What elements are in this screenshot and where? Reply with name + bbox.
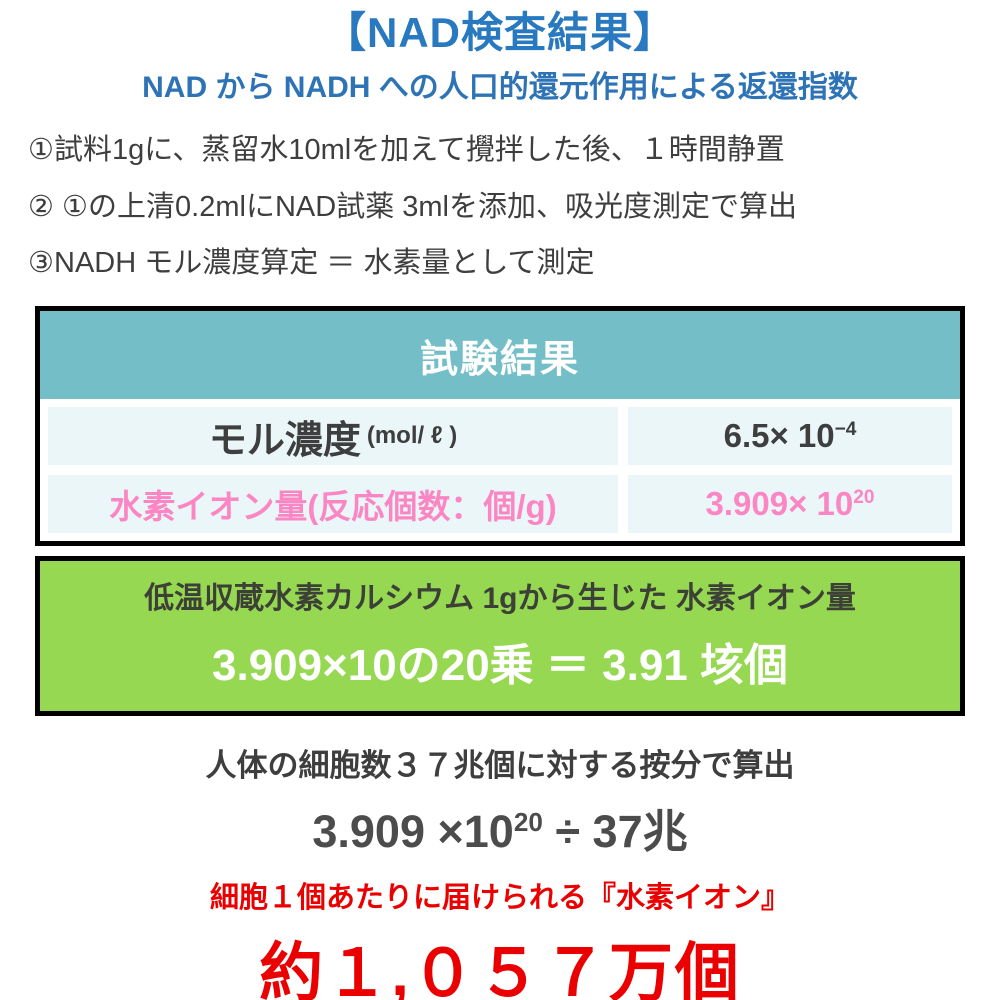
division-formula-exponent: 20 bbox=[513, 807, 543, 838]
procedure-step-1: ①試料1gに、蒸留水10mlを加えて攪拌した後、１時間静置 bbox=[28, 134, 785, 167]
mol-concentration-value-base: 6.5× 10 bbox=[723, 417, 835, 455]
hydrogen-ion-value-base: 3.909× 10 bbox=[705, 485, 854, 523]
procedure-step-2: ② ①の上清0.2mlにNAD試薬 3mlを添加、吸光度測定で算出 bbox=[28, 190, 797, 223]
hydrogen-ion-value-exponent: 20 bbox=[853, 487, 875, 509]
division-formula-rest: ÷ 37兆 bbox=[542, 806, 688, 858]
mol-concentration-unit: (mol/ ℓ ) bbox=[366, 422, 458, 450]
final-result: 約１,０５７万個 bbox=[259, 937, 741, 1000]
mol-concentration-value-cell: 6.5× 10−4 bbox=[628, 407, 952, 466]
mol-concentration-value: 6.5× 10−4 bbox=[724, 417, 857, 455]
division-formula-base: 3.909 ×10 bbox=[312, 806, 514, 858]
results-table-header: 試験結果 bbox=[40, 311, 960, 400]
mol-concentration-label: モル濃度 bbox=[208, 419, 361, 462]
results-table-body: モル濃度 (mol/ ℓ ) 6.5× 10−4 水素イオン量(反応個数：個/g… bbox=[40, 399, 960, 542]
hydrogen-ion-value: 3.909× 1020 bbox=[706, 485, 875, 523]
summary-box-result: 3.909×10の20乗 ＝ 3.91 垓個 bbox=[212, 641, 788, 691]
hydrogen-ion-value-cell: 3.909× 1020 bbox=[628, 475, 952, 534]
results-table: 試験結果 モル濃度 (mol/ ℓ ) 6.5× 10−4 水素イオン量(反応個… bbox=[35, 306, 965, 547]
division-formula: 3.909 ×1020 ÷ 37兆 bbox=[0, 795, 1000, 860]
page-title: 【NAD検査結果】 bbox=[324, 9, 676, 56]
summary-box: 低温収蔵水素カルシウム 1gから生じた 水素イオン量 3.909×10の20乗 … bbox=[35, 556, 965, 717]
hydrogen-ion-label: 水素イオン量(反応個数：個/g) bbox=[109, 488, 557, 526]
procedure-steps: ①試料1gに、蒸留水10mlを加えて攪拌した後、１時間静置 ② ①の上清0.2m… bbox=[28, 122, 1000, 292]
procedure-step-3: ③NADH モル濃度算定 ＝ 水素量として測定 bbox=[28, 247, 595, 280]
hydrogen-ion-label-cell: 水素イオン量(反応個数：個/g) bbox=[48, 475, 619, 534]
mol-concentration-value-exponent: −4 bbox=[834, 419, 857, 441]
cell-apportionment-heading: 人体の細胞数３７兆個に対する按分で算出 bbox=[205, 748, 795, 784]
per-cell-label: 細胞１個あたりに届けられる『水素イオン』 bbox=[209, 882, 790, 915]
summary-box-title: 低温収蔵水素カルシウム 1gから生じた 水素イオン量 bbox=[144, 582, 856, 616]
mol-concentration-label-cell: モル濃度 (mol/ ℓ ) bbox=[48, 407, 619, 466]
page-subtitle: NAD から NADH への人口的還元作用による返還指数 bbox=[142, 71, 858, 105]
